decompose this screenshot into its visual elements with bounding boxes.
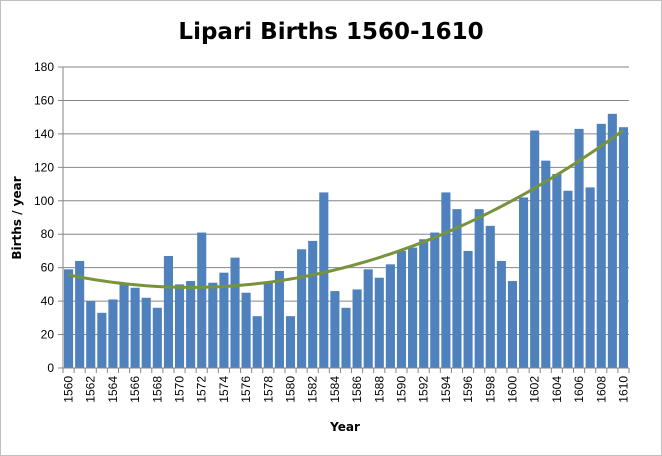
y-tick-label: 20 xyxy=(41,328,55,342)
bar xyxy=(507,281,518,368)
x-tick-label: 1600 xyxy=(505,376,519,403)
bar xyxy=(108,299,118,368)
y-tick-label: 120 xyxy=(34,160,54,174)
x-tick-label: 1610 xyxy=(616,376,630,403)
bar xyxy=(496,260,506,368)
bar xyxy=(474,209,484,368)
y-tick-label: 40 xyxy=(41,294,55,308)
bar xyxy=(241,292,251,368)
bar xyxy=(97,312,107,368)
x-tick-label: 1590 xyxy=(394,376,408,403)
chart-title: Lipari Births 1560-1610 xyxy=(178,19,484,45)
bar xyxy=(297,249,307,368)
y-axis-title: Births / year xyxy=(10,176,24,259)
x-tick-label: 1560 xyxy=(62,376,76,403)
bar xyxy=(186,281,196,368)
bar xyxy=(541,160,551,368)
bar xyxy=(274,271,284,368)
bar xyxy=(263,282,273,368)
bar xyxy=(441,192,451,368)
bar xyxy=(308,240,318,368)
x-tick-label: 1606 xyxy=(572,376,586,403)
bar xyxy=(574,128,584,368)
bar xyxy=(285,316,296,368)
bar xyxy=(519,197,529,368)
bar xyxy=(396,250,407,368)
x-tick-label: 1572 xyxy=(195,376,209,403)
bar xyxy=(485,225,495,368)
x-tick-label: 1568 xyxy=(150,376,164,403)
bar xyxy=(352,289,362,368)
x-tick-label: 1584 xyxy=(328,376,342,403)
x-tick-label: 1598 xyxy=(483,376,497,403)
x-tick-label: 1586 xyxy=(350,376,364,403)
trendline xyxy=(68,129,625,289)
bar xyxy=(385,264,395,368)
bar xyxy=(363,269,373,368)
bar xyxy=(430,232,440,368)
y-tick-label: 140 xyxy=(34,127,54,141)
bar xyxy=(152,307,162,368)
y-tick-label: 60 xyxy=(41,261,55,275)
x-tick-label: 1594 xyxy=(439,376,453,403)
x-tick-label: 1588 xyxy=(372,376,386,403)
x-tick-label: 1578 xyxy=(261,376,275,403)
bar xyxy=(596,123,606,368)
bar xyxy=(141,297,151,368)
bar xyxy=(563,190,573,368)
bar xyxy=(408,247,418,368)
bar xyxy=(452,209,462,368)
bar xyxy=(585,187,595,368)
trendline-path xyxy=(68,129,625,289)
x-tick-label: 1602 xyxy=(528,376,542,403)
bar xyxy=(330,291,340,368)
bar xyxy=(463,250,473,368)
bar xyxy=(319,192,329,368)
y-tick-label: 80 xyxy=(41,227,55,241)
bar xyxy=(230,257,240,368)
bar xyxy=(63,269,74,368)
x-tick-label: 1604 xyxy=(550,376,564,403)
bar xyxy=(208,282,218,368)
x-tick-label: 1574 xyxy=(217,376,231,403)
x-tick-label: 1592 xyxy=(417,376,431,403)
x-tick-label: 1570 xyxy=(173,376,187,403)
x-tick-label: 1564 xyxy=(106,376,120,403)
bar xyxy=(197,232,207,368)
x-tick-label: 1576 xyxy=(239,376,253,403)
x-tick-label: 1596 xyxy=(461,376,475,403)
x-tick-label: 1566 xyxy=(128,376,142,403)
bar xyxy=(530,130,540,368)
bar xyxy=(252,316,262,368)
y-tick-label: 180 xyxy=(34,60,54,74)
bar xyxy=(119,282,129,368)
x-tick-label: 1580 xyxy=(284,376,298,403)
bar xyxy=(341,307,351,368)
bar xyxy=(552,174,562,368)
bar xyxy=(618,127,629,368)
bar xyxy=(75,260,85,368)
bar xyxy=(607,113,617,368)
bar xyxy=(219,272,229,368)
y-tick-label: 0 xyxy=(47,361,54,375)
bars xyxy=(63,113,629,368)
axes xyxy=(58,66,630,373)
y-tick-label: 100 xyxy=(34,194,54,208)
bar xyxy=(86,301,96,368)
tick-labels: 0 20 40 60 80 100 120 140 160 180 1560 1562 1564 1566… xyxy=(34,60,630,403)
x-tick-label: 1582 xyxy=(306,376,320,403)
bar xyxy=(174,284,185,368)
x-tick-label: 1562 xyxy=(84,376,98,403)
y-tick-label: 160 xyxy=(34,93,54,107)
x-tick-label: 1608 xyxy=(594,376,608,403)
bar xyxy=(130,287,140,368)
x-axis-title: Year xyxy=(329,420,360,434)
bar xyxy=(163,255,173,368)
bar xyxy=(419,239,429,368)
bar xyxy=(374,277,384,368)
